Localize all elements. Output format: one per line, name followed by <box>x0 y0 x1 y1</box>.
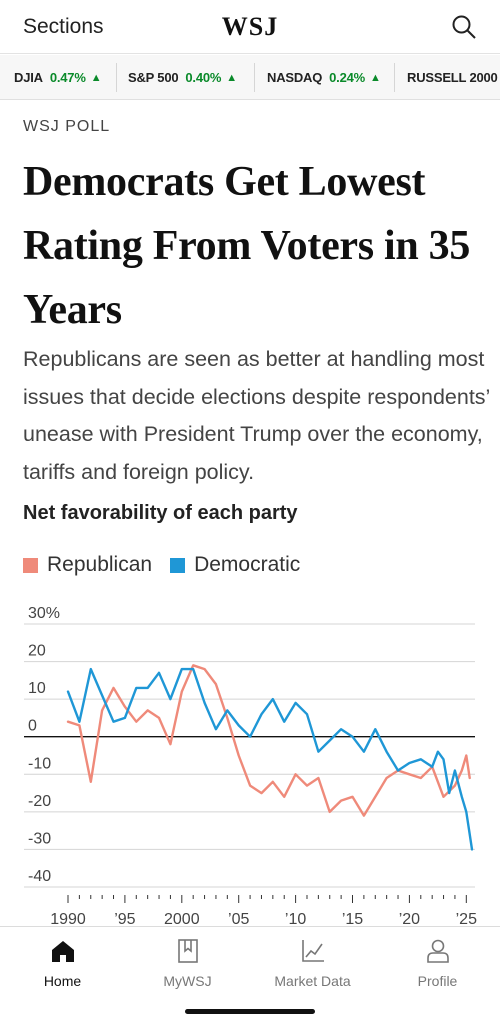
article-kicker[interactable]: WSJ POLL <box>23 118 111 135</box>
bookmark-icon <box>177 939 198 963</box>
ticker-divider <box>116 63 117 92</box>
market-ticker[interactable]: DJIA 0.47% ▲ S&P 500 0.40% ▲ NASDAQ 0.24… <box>0 55 500 100</box>
profile-icon <box>426 939 449 963</box>
sections-menu[interactable]: Sections <box>23 15 104 38</box>
ticker-change: 0.40% <box>185 70 222 85</box>
ticker-name: NASDAQ <box>267 70 323 85</box>
wsj-logo[interactable]: WSJ <box>221 12 279 41</box>
chart-icon <box>301 940 324 962</box>
y-tick-label: 30% <box>28 605 60 622</box>
ticker-change: 0.24% <box>329 70 366 85</box>
tab-label: Home <box>43 973 82 989</box>
y-tick-label: -20 <box>28 793 51 810</box>
ticker-name: RUSSELL 2000 <box>407 70 498 85</box>
y-tick-label: 0 <box>28 718 37 735</box>
x-tick-label: ’05 <box>228 911 249 928</box>
x-tick-label: ’95 <box>114 911 135 928</box>
article-headline: Democrats Get Lowest Rating From Voters … <box>23 159 471 333</box>
tab-profile[interactable]: Profile <box>375 935 500 989</box>
home-icon <box>51 941 74 962</box>
series-line-democratic <box>66 667 474 851</box>
home-indicator <box>185 1009 315 1014</box>
ticker-divider <box>254 63 255 92</box>
y-tick-label: -30 <box>28 830 51 847</box>
series-line-republican <box>66 664 471 817</box>
bottom-nav: Home MyWSJ Market Data Profile <box>0 926 500 1024</box>
ticker-item-nasdaq[interactable]: NASDAQ 0.24% ▲ <box>267 55 381 99</box>
ticker-change: 0.47% <box>49 70 86 85</box>
legend-swatch-republican <box>23 557 38 573</box>
up-arrow-icon: ▲ <box>90 71 102 84</box>
favorability-chart: 30% 20 10 0 -10 -20 -30 -40 1990 ’95 2000 ’05 ’10 ’15… <box>24 605 477 928</box>
chart-legend: Republican Democratic <box>23 552 318 578</box>
ticker-item-djia[interactable]: DJIA 0.47% ▲ <box>14 55 102 99</box>
y-tick-label: 20 <box>28 643 46 660</box>
tab-label: MyWSJ <box>163 973 212 989</box>
search-icon[interactable] <box>450 13 478 41</box>
x-tick-label: ’20 <box>399 911 420 928</box>
chart-title: Net favorability of each party <box>23 502 298 524</box>
ticker-name: S&P 500 <box>128 70 179 85</box>
legend-swatch-democratic <box>170 557 186 573</box>
legend-label-republican: Republican <box>47 553 153 576</box>
ticker-name: DJIA <box>14 70 43 85</box>
x-tick-label: ’25 <box>456 911 477 928</box>
tab-home[interactable]: Home <box>0 935 125 989</box>
tab-label: Profile <box>417 973 458 989</box>
tab-mywsj[interactable]: MyWSJ <box>125 935 250 989</box>
ticker-divider <box>394 63 395 92</box>
ticker-item-russell[interactable]: RUSSELL 2000 <box>407 55 498 99</box>
up-arrow-icon: ▲ <box>370 71 381 84</box>
y-tick-label: -40 <box>28 868 51 885</box>
tab-market-data[interactable]: Market Data <box>250 935 375 989</box>
x-tick-label: ’15 <box>342 911 363 928</box>
legend-label-democratic: Democratic <box>194 553 301 576</box>
x-tick-label: 2000 <box>164 911 200 928</box>
tab-label: Market Data <box>274 973 351 989</box>
x-tick-label: 1990 <box>50 911 86 928</box>
top-bar: Sections WSJ <box>0 0 500 54</box>
y-tick-label: -10 <box>28 755 51 772</box>
ticker-item-sp500[interactable]: S&P 500 0.40% ▲ <box>128 55 237 99</box>
x-tick-label: ’10 <box>285 911 306 928</box>
y-tick-label: 10 <box>28 680 46 697</box>
up-arrow-icon: ▲ <box>226 71 237 84</box>
article-dek: Republicans are seen as better at handli… <box>23 347 490 484</box>
